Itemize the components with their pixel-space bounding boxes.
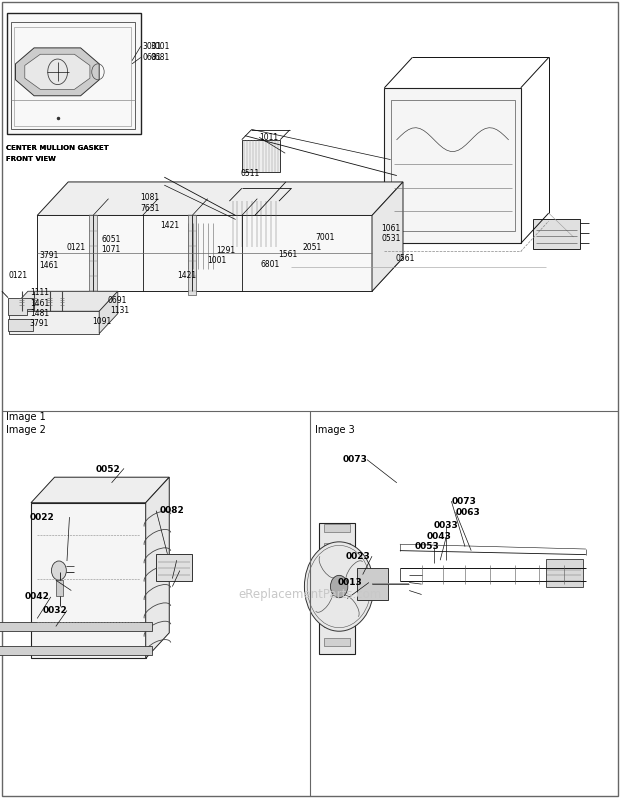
Text: 1291: 1291 xyxy=(216,246,235,255)
Text: 1461: 1461 xyxy=(30,298,49,308)
Text: 1561: 1561 xyxy=(278,250,297,259)
Text: 0073: 0073 xyxy=(343,455,368,464)
Bar xyxy=(188,215,196,295)
Bar xyxy=(324,619,350,627)
Bar xyxy=(319,523,355,654)
Text: 0013: 0013 xyxy=(338,578,363,587)
Bar xyxy=(89,215,97,295)
Bar xyxy=(7,13,141,134)
Bar xyxy=(324,563,350,571)
Text: 0052: 0052 xyxy=(96,464,121,474)
Bar xyxy=(31,503,146,658)
Text: 6051: 6051 xyxy=(101,235,120,244)
Text: 0022: 0022 xyxy=(30,512,55,522)
Text: 1421: 1421 xyxy=(177,271,197,280)
Polygon shape xyxy=(25,54,90,89)
Polygon shape xyxy=(31,477,169,503)
Text: CENTER MULLION GASKET: CENTER MULLION GASKET xyxy=(6,145,109,152)
Text: 1001: 1001 xyxy=(207,256,226,266)
Text: 1481: 1481 xyxy=(30,309,49,318)
Bar xyxy=(11,22,135,129)
Bar xyxy=(384,88,521,243)
Polygon shape xyxy=(146,477,169,658)
Bar xyxy=(546,559,583,587)
Text: 0121: 0121 xyxy=(67,243,86,252)
Polygon shape xyxy=(8,298,33,315)
Text: 0073: 0073 xyxy=(451,496,476,506)
Text: 0681: 0681 xyxy=(143,53,162,62)
Bar xyxy=(324,524,350,532)
Bar xyxy=(324,600,350,608)
Polygon shape xyxy=(9,291,118,311)
Text: 0043: 0043 xyxy=(427,531,451,541)
Text: CENTER MULLION GASKET: CENTER MULLION GASKET xyxy=(6,145,109,152)
Bar xyxy=(324,581,350,589)
Text: 0042: 0042 xyxy=(25,592,50,602)
Text: 6801: 6801 xyxy=(260,260,280,270)
Text: 0561: 0561 xyxy=(396,254,415,263)
Text: FRONT VIEW: FRONT VIEW xyxy=(6,156,56,162)
Polygon shape xyxy=(37,215,372,291)
Bar xyxy=(356,568,388,600)
Bar xyxy=(229,201,279,247)
Text: 0082: 0082 xyxy=(160,506,185,516)
Text: 0053: 0053 xyxy=(414,542,439,551)
Bar xyxy=(56,580,63,596)
Text: 0023: 0023 xyxy=(346,551,371,561)
Bar xyxy=(391,100,515,231)
Text: 3791: 3791 xyxy=(30,319,49,329)
Text: 0531: 0531 xyxy=(381,234,401,243)
Polygon shape xyxy=(0,646,152,655)
Polygon shape xyxy=(372,182,403,291)
Bar xyxy=(220,209,237,239)
Text: 3791: 3791 xyxy=(39,251,58,260)
Text: 1061: 1061 xyxy=(381,223,401,233)
Text: FRONT VIEW: FRONT VIEW xyxy=(6,156,56,162)
Text: 0063: 0063 xyxy=(456,508,480,517)
Text: 1091: 1091 xyxy=(92,317,111,326)
Text: 7631: 7631 xyxy=(140,203,159,213)
Bar xyxy=(156,554,192,581)
Bar xyxy=(533,219,580,249)
Text: 1081: 1081 xyxy=(140,193,159,203)
Bar xyxy=(242,140,280,172)
Text: 0032: 0032 xyxy=(42,606,67,615)
Text: 1131: 1131 xyxy=(110,306,130,315)
Text: 1461: 1461 xyxy=(39,261,58,271)
Polygon shape xyxy=(8,319,33,331)
Polygon shape xyxy=(37,258,403,291)
Polygon shape xyxy=(9,311,99,334)
Polygon shape xyxy=(37,182,403,215)
Text: Image 2: Image 2 xyxy=(6,425,46,435)
Bar xyxy=(324,638,350,646)
Text: 3001: 3001 xyxy=(143,41,162,51)
Circle shape xyxy=(304,542,374,631)
Bar xyxy=(324,543,350,551)
Text: 3001: 3001 xyxy=(151,41,170,51)
Bar xyxy=(14,27,131,126)
Text: 0691: 0691 xyxy=(107,295,126,305)
Text: 1111: 1111 xyxy=(30,288,49,298)
Text: 1071: 1071 xyxy=(101,245,120,255)
Text: Image 1: Image 1 xyxy=(6,413,46,422)
Circle shape xyxy=(222,215,236,233)
Polygon shape xyxy=(16,48,99,96)
Text: 7001: 7001 xyxy=(315,232,334,242)
Text: 0681: 0681 xyxy=(151,53,170,62)
Polygon shape xyxy=(99,291,118,334)
Text: 1421: 1421 xyxy=(160,220,179,230)
Text: eReplacementParts.com: eReplacementParts.com xyxy=(238,588,382,601)
Text: Image 3: Image 3 xyxy=(315,425,355,435)
Text: 0121: 0121 xyxy=(8,271,27,280)
Text: 0033: 0033 xyxy=(434,520,459,530)
Text: 2051: 2051 xyxy=(303,243,322,252)
Text: 0511: 0511 xyxy=(241,169,260,179)
Circle shape xyxy=(330,575,348,598)
Text: 1011: 1011 xyxy=(259,132,278,142)
Circle shape xyxy=(51,561,66,580)
Polygon shape xyxy=(0,622,152,631)
